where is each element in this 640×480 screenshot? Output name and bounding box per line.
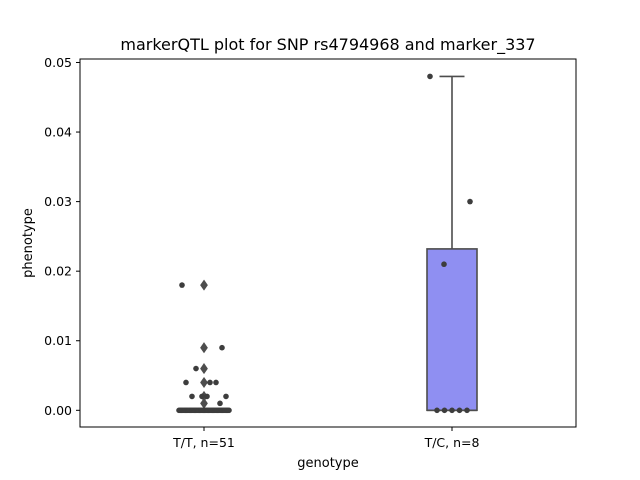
y-tick-label: 0.04 <box>44 125 72 140</box>
y-tick-label: 0.00 <box>44 403 72 418</box>
strip-point <box>441 261 447 268</box>
strip-point <box>464 407 470 414</box>
strip-point <box>467 198 473 205</box>
x-tick-label: T/T, n=51 <box>172 435 235 450</box>
x-axis-label: genotype <box>297 456 358 471</box>
box-outlier <box>200 363 208 375</box>
box-body <box>426 248 478 412</box>
chart-title: markerQTL plot for SNP rs4794968 and mar… <box>120 35 535 55</box>
strip-point <box>449 407 455 414</box>
y-tick-label: 0.03 <box>44 194 72 209</box>
strip-point <box>226 407 232 414</box>
strip-point <box>204 393 210 400</box>
strip-point <box>199 393 205 400</box>
strip-point <box>207 379 213 386</box>
strip-point <box>213 379 219 386</box>
strip-point <box>456 407 463 414</box>
box-outlier <box>200 279 208 291</box>
strip-point <box>193 365 199 372</box>
strip-point <box>189 393 195 400</box>
strip-point <box>441 407 448 414</box>
y-axis-label: phenotype <box>21 208 36 278</box>
strip-point <box>223 393 229 400</box>
x-tick-label: T/C, n=8 <box>424 435 480 450</box>
box-outlier <box>200 397 208 409</box>
plot-area: 0.00 0.01 0.02 0.03 0.04 0.05 T/T, n=51 T/C, n=… <box>44 55 577 450</box>
box-outlier <box>200 376 208 389</box>
strip-point <box>219 344 225 351</box>
box-outlier <box>200 342 208 354</box>
strip-point <box>427 73 433 80</box>
strip-point <box>183 379 189 386</box>
y-tick-label: 0.05 <box>44 55 72 70</box>
strip-point <box>217 400 223 407</box>
strip-point <box>434 407 440 414</box>
y-tick-label: 0.02 <box>44 264 72 279</box>
plot-frame <box>79 58 577 428</box>
strip-point <box>179 282 185 288</box>
y-tick-label: 0.01 <box>44 333 72 348</box>
